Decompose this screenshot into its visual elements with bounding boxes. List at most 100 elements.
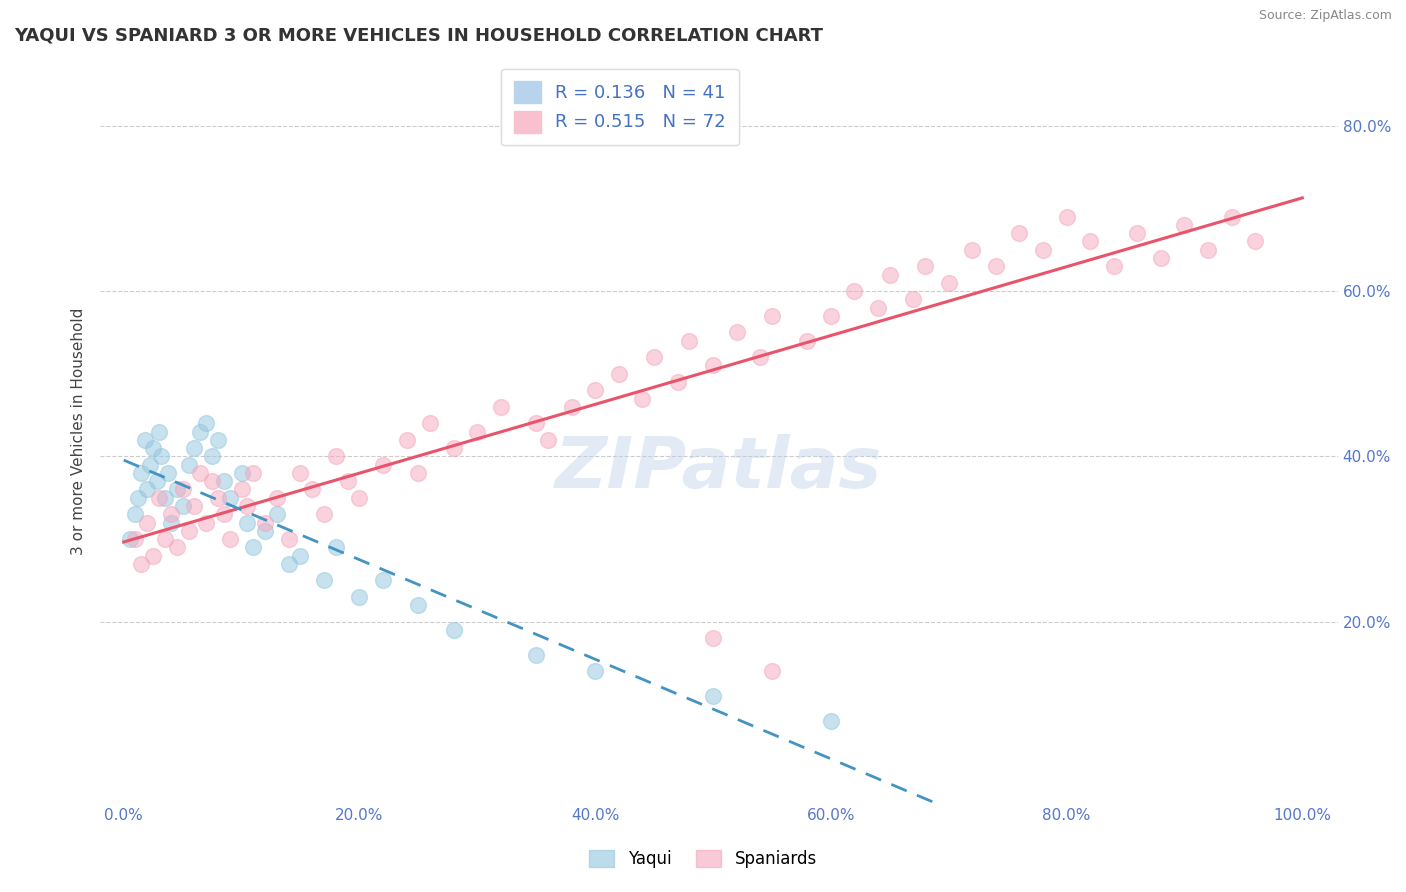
Point	[408, 598, 430, 612]
Point	[984, 260, 1007, 274]
Point	[561, 400, 583, 414]
Point	[138, 458, 160, 472]
Point	[537, 433, 560, 447]
Point	[761, 309, 783, 323]
Point	[678, 334, 700, 348]
Point	[131, 557, 153, 571]
Point	[1078, 235, 1101, 249]
Point	[183, 441, 205, 455]
Point	[371, 458, 394, 472]
Point	[1150, 251, 1173, 265]
Point	[489, 400, 512, 414]
Point	[150, 450, 173, 464]
Point	[124, 508, 146, 522]
Point	[938, 276, 960, 290]
Point	[666, 375, 689, 389]
Point	[725, 326, 748, 340]
Point	[761, 665, 783, 679]
Point	[195, 417, 218, 431]
Point	[231, 466, 253, 480]
Point	[177, 458, 200, 472]
Point	[277, 557, 299, 571]
Point	[395, 433, 418, 447]
Point	[1126, 226, 1149, 240]
Point	[207, 491, 229, 505]
Point	[127, 491, 149, 505]
Point	[142, 549, 165, 563]
Point	[236, 516, 259, 530]
Point	[172, 499, 194, 513]
Point	[962, 243, 984, 257]
Point	[236, 499, 259, 513]
Y-axis label: 3 or more Vehicles in Household: 3 or more Vehicles in Household	[72, 308, 86, 556]
Point	[325, 541, 347, 555]
Text: Source: ZipAtlas.com: Source: ZipAtlas.com	[1258, 9, 1392, 22]
Point	[188, 425, 211, 439]
Point	[166, 541, 188, 555]
Point	[1173, 218, 1195, 232]
Point	[1102, 260, 1125, 274]
Point	[607, 367, 630, 381]
Point	[195, 516, 218, 530]
Point	[136, 483, 159, 497]
Point	[820, 714, 842, 728]
Point	[702, 689, 724, 703]
Point	[879, 268, 901, 282]
Point	[583, 665, 606, 679]
Point	[371, 574, 394, 588]
Point	[172, 483, 194, 497]
Point	[212, 508, 235, 522]
Point	[844, 284, 866, 298]
Point	[201, 450, 224, 464]
Point	[903, 293, 925, 307]
Point	[1220, 210, 1243, 224]
Point	[201, 474, 224, 488]
Point	[1197, 243, 1219, 257]
Point	[218, 491, 240, 505]
Point	[177, 524, 200, 538]
Point	[1056, 210, 1078, 224]
Point	[207, 433, 229, 447]
Point	[218, 532, 240, 546]
Point	[183, 499, 205, 513]
Point	[153, 491, 176, 505]
Point	[702, 632, 724, 646]
Point	[312, 574, 335, 588]
Point	[134, 433, 156, 447]
Point	[160, 508, 183, 522]
Point	[631, 392, 654, 406]
Legend: Yaqui, Spaniards: Yaqui, Spaniards	[582, 843, 824, 875]
Point	[145, 474, 167, 488]
Point	[160, 516, 183, 530]
Point	[153, 532, 176, 546]
Point	[266, 491, 288, 505]
Point	[312, 508, 335, 522]
Point	[336, 474, 359, 488]
Point	[290, 466, 312, 480]
Point	[796, 334, 818, 348]
Point	[148, 425, 170, 439]
Point	[301, 483, 323, 497]
Point	[231, 483, 253, 497]
Point	[349, 590, 371, 604]
Point	[325, 450, 347, 464]
Point	[1008, 226, 1031, 240]
Point	[166, 483, 188, 497]
Point	[142, 441, 165, 455]
Point	[254, 524, 277, 538]
Point	[290, 549, 312, 563]
Point	[914, 260, 936, 274]
Point	[277, 532, 299, 546]
Point	[465, 425, 488, 439]
Point	[702, 359, 724, 373]
Point	[188, 466, 211, 480]
Point	[643, 350, 665, 364]
Point	[408, 466, 430, 480]
Point	[1032, 243, 1054, 257]
Point	[148, 491, 170, 505]
Point	[749, 350, 772, 364]
Point	[266, 508, 288, 522]
Point	[443, 623, 465, 637]
Point	[524, 417, 547, 431]
Point	[242, 541, 264, 555]
